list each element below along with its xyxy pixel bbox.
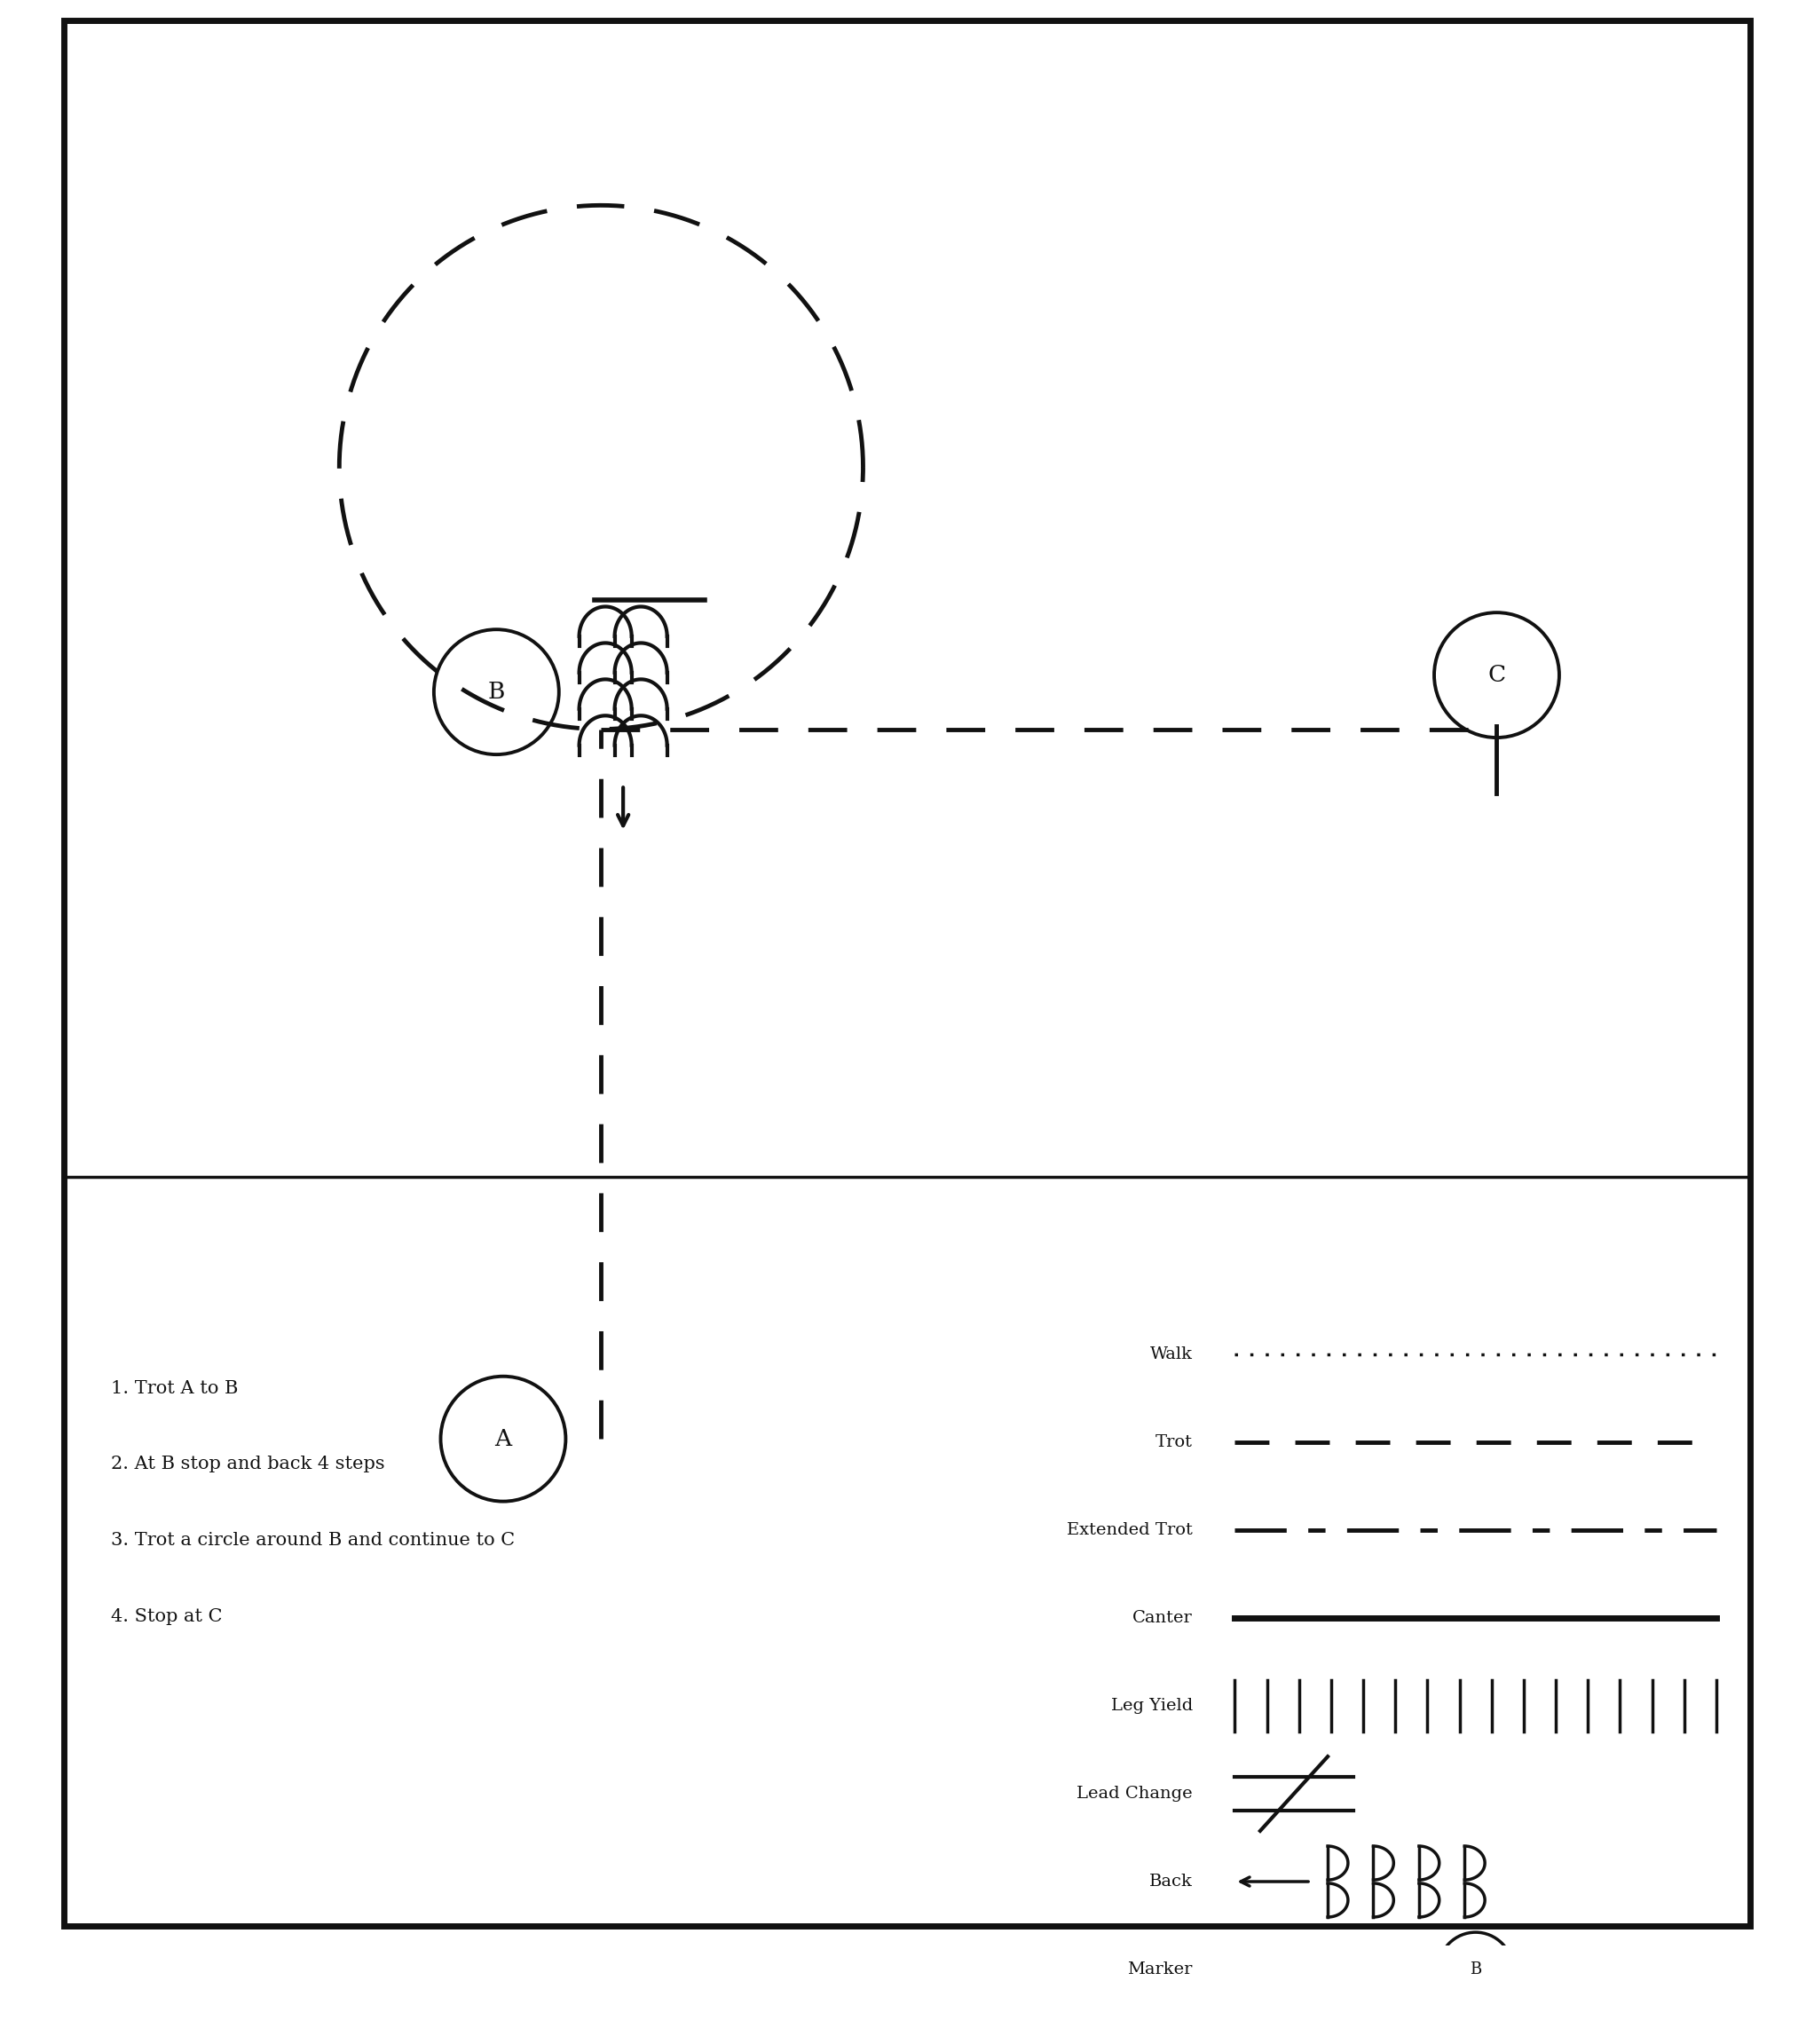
Text: Back: Back bbox=[1150, 1874, 1192, 1889]
Text: Trot: Trot bbox=[1156, 1435, 1192, 1451]
Text: Canter: Canter bbox=[1132, 1611, 1192, 1625]
Text: 2. At B stop and back 4 steps: 2. At B stop and back 4 steps bbox=[111, 1455, 385, 1472]
Text: B: B bbox=[488, 681, 504, 703]
Text: Walk: Walk bbox=[1150, 1347, 1192, 1363]
Text: 4. Stop at C: 4. Stop at C bbox=[111, 1609, 223, 1625]
Text: B: B bbox=[1469, 1962, 1482, 1977]
Text: A: A bbox=[495, 1429, 512, 1449]
Text: C: C bbox=[1487, 664, 1506, 687]
Text: Marker: Marker bbox=[1128, 1962, 1192, 1977]
Text: Leg Yield: Leg Yield bbox=[1110, 1699, 1192, 1713]
Text: 1. Trot A to B: 1. Trot A to B bbox=[111, 1380, 238, 1396]
Text: 3. Trot a circle around B and continue to C: 3. Trot a circle around B and continue t… bbox=[111, 1531, 515, 1549]
Text: Extended Trot: Extended Trot bbox=[1067, 1523, 1192, 1537]
Text: Lead Change: Lead Change bbox=[1078, 1786, 1192, 1801]
